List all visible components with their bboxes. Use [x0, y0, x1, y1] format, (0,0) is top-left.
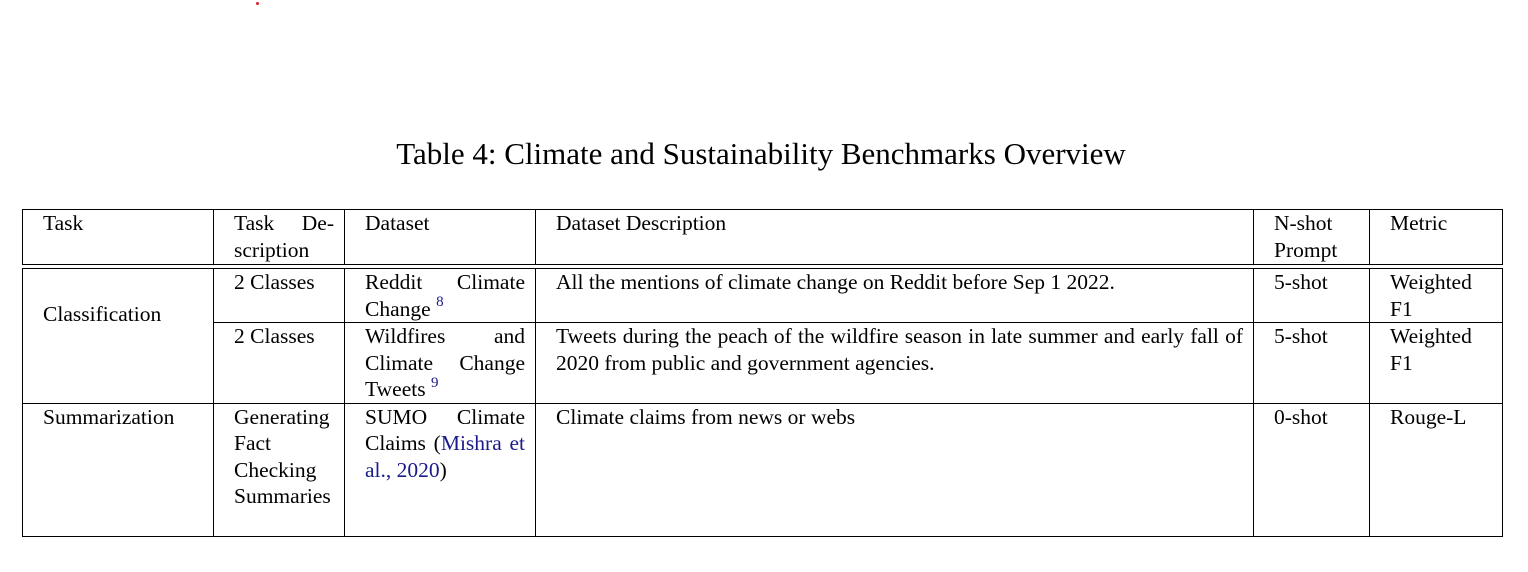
table-row: Summarization Generat­ing Fact Checking … [22, 402, 1503, 537]
cell-task: Classification [22, 268, 214, 404]
cell-task-description: 2 Classes [213, 322, 345, 404]
header-metric: Metric [1369, 209, 1503, 265]
cell-dataset-description: All the mentions of climate change on Re… [535, 268, 1254, 323]
cell-metric: Weighted F1 [1369, 322, 1503, 404]
table-caption: Table 4: Climate and Sustainability Benc… [396, 136, 1126, 171]
footnote-link[interactable]: 8 [436, 294, 444, 311]
cell-nshot: 5-shot [1253, 268, 1370, 323]
header-dataset: Dataset [344, 209, 536, 265]
dataset-name: Reddit Climate Change [365, 270, 525, 321]
benchmarks-table: Task Task De­scription Dataset Dataset D… [22, 209, 1503, 537]
header-nshot-prompt: N-shot Prompt [1253, 209, 1370, 265]
header-task-description: Task De­scription [213, 209, 345, 265]
cell-dataset: Reddit Climate Change 8 [344, 268, 536, 323]
cell-task-description: Generat­ing Fact Checking Sum­maries [213, 402, 345, 537]
header-task: Task [22, 209, 214, 265]
cell-dataset-description: Climate claims from news or webs [535, 402, 1254, 537]
cell-nshot: 0-shot [1253, 402, 1370, 537]
cell-dataset: SUMO Climate Claims (Mishra et al., 2020… [344, 402, 536, 537]
marker-dot [256, 2, 259, 5]
dataset-name: SUMO Climate Claims [365, 404, 525, 456]
cell-dataset: Wildfires and Climate Change Tweets 9 [344, 322, 536, 404]
cell-task-description: 2 Classes [213, 268, 345, 323]
cell-metric: Rouge-L [1369, 402, 1503, 537]
cell-dataset-description: Tweets during the peach of the wildfire … [535, 322, 1254, 404]
footnote-link[interactable]: 9 [430, 374, 439, 391]
cell-nshot: 5-shot [1253, 322, 1370, 404]
table-row: 2 Classes Wildfires and Climate Change T… [23, 322, 1503, 404]
header-dataset-description: Dataset Description [535, 209, 1254, 265]
cell-task: Summarization [22, 402, 214, 537]
table-header-row: Task Task De­scription Dataset Dataset D… [22, 209, 1503, 265]
citation-link[interactable]: Mishra et al., 2020 [365, 431, 525, 482]
dataset-name: Wildfires and Climate Change Tweets [365, 324, 525, 401]
cell-metric: Weighted F1 [1369, 268, 1503, 323]
table-row: Classification 2 Classes Reddit Climate … [22, 268, 1503, 404]
